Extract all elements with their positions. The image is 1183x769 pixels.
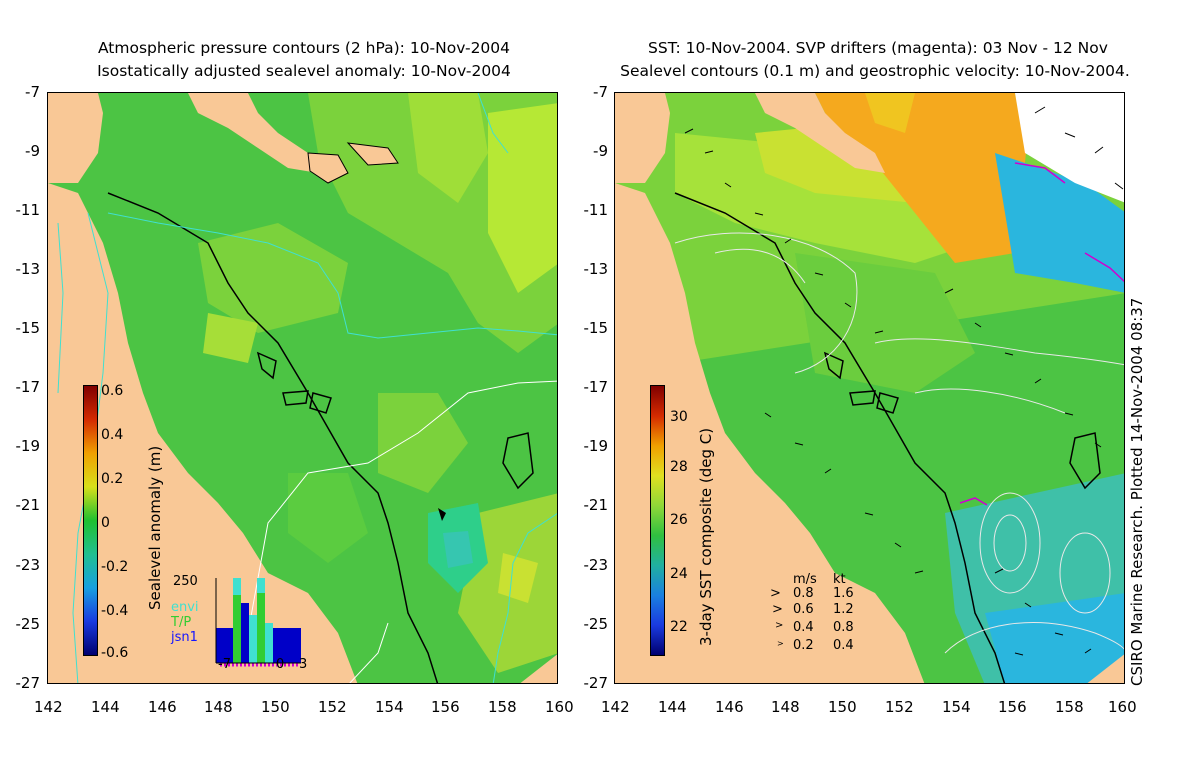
right-ytick: -19 bbox=[583, 437, 609, 455]
histogram-legend-envi: envi bbox=[171, 600, 199, 615]
right-xtick: 146 bbox=[715, 698, 744, 716]
left-ytick: -23 bbox=[15, 556, 41, 574]
velocity-row-0-kt: 1.6 bbox=[833, 586, 854, 601]
velocity-arrow-icon: > bbox=[777, 639, 784, 648]
left-xtick: 150 bbox=[261, 698, 290, 716]
right-xtick: 144 bbox=[658, 698, 687, 716]
credit-text: CSIRO Marine Research. Plotted 14-Nov-20… bbox=[1128, 297, 1146, 686]
left-title-line1: Atmospheric pressure contours (2 hPa): 1… bbox=[97, 39, 511, 57]
left-ytick: -11 bbox=[15, 201, 41, 219]
velocity-arrow-icon: > bbox=[772, 602, 783, 617]
sst-cb-tick-0: 30 bbox=[670, 409, 688, 425]
left-ytick: -19 bbox=[15, 437, 41, 455]
right-title-line2: Sealevel contours (0.1 m) and geostrophi… bbox=[620, 62, 1130, 80]
sst-cb-tick-3: 24 bbox=[670, 566, 688, 582]
altimeter-histogram bbox=[215, 578, 301, 667]
histogram-ymax: 250 bbox=[173, 574, 198, 589]
sealevel-colorbar-label: Sealevel anomaly (m) bbox=[146, 445, 164, 610]
histogram-legend-tp: T/P bbox=[171, 615, 192, 630]
right-ytick: -23 bbox=[583, 556, 609, 574]
right-ytick: -11 bbox=[583, 201, 609, 219]
sst-cb-tick-2: 26 bbox=[670, 512, 688, 528]
right-ytick: -13 bbox=[583, 260, 609, 278]
right-xtick: 158 bbox=[1055, 698, 1084, 716]
sl-cb-tick-3: 0 bbox=[101, 515, 110, 531]
right-ytick: -17 bbox=[583, 378, 609, 396]
sst-cb-tick-1: 28 bbox=[670, 459, 688, 475]
right-ytick: -15 bbox=[583, 319, 609, 337]
left-ytick: -15 bbox=[15, 319, 41, 337]
histogram-xlabel-0: -7 bbox=[218, 657, 231, 672]
sl-cb-tick-4: -0.2 bbox=[101, 559, 129, 575]
left-xtick: 154 bbox=[375, 698, 404, 716]
sealevel-colorbar bbox=[83, 385, 98, 656]
right-xtick: 142 bbox=[601, 698, 630, 716]
left-xtick: 156 bbox=[431, 698, 460, 716]
velocity-legend-header-ms: m/s bbox=[793, 572, 817, 587]
velocity-row-3-ms: 0.2 bbox=[793, 638, 814, 653]
histogram-xlabel-1: 0 bbox=[276, 657, 285, 672]
right-xtick: 154 bbox=[942, 698, 971, 716]
left-xtick: 146 bbox=[148, 698, 177, 716]
velocity-row-0-ms: 0.8 bbox=[793, 586, 814, 601]
left-xtick: 160 bbox=[545, 698, 574, 716]
right-xtick: 148 bbox=[771, 698, 800, 716]
left-ytick: -13 bbox=[15, 260, 41, 278]
right-xtick: 156 bbox=[998, 698, 1027, 716]
sst-colorbar bbox=[650, 385, 665, 656]
sst-map bbox=[615, 93, 1124, 683]
sl-cb-tick-0: 0.6 bbox=[101, 383, 124, 399]
left-ytick: -7 bbox=[25, 83, 40, 101]
histogram-xlabel-2: 3 bbox=[299, 657, 308, 672]
velocity-arrow-icon: > bbox=[775, 620, 784, 631]
left-title-line2: Isostatically adjusted sealevel anomaly:… bbox=[97, 62, 511, 80]
sl-cb-tick-5: -0.4 bbox=[101, 603, 129, 619]
left-ytick: -21 bbox=[15, 496, 41, 514]
right-map-panel bbox=[614, 92, 1125, 684]
right-ytick: -21 bbox=[583, 496, 609, 514]
sl-cb-tick-2: 0.2 bbox=[101, 471, 124, 487]
left-xtick: 148 bbox=[204, 698, 233, 716]
histogram-legend-jsn1: jsn1 bbox=[171, 630, 198, 645]
right-ytick: -25 bbox=[583, 615, 609, 633]
velocity-row-2-kt: 0.8 bbox=[833, 620, 854, 635]
velocity-arrow-icon: > bbox=[770, 586, 781, 601]
sst-colorbar-label: 3-day SST composite (deg C) bbox=[697, 427, 715, 646]
right-ytick: -27 bbox=[583, 674, 609, 692]
right-xtick: 160 bbox=[1108, 698, 1137, 716]
sl-cb-tick-1: 0.4 bbox=[101, 427, 124, 443]
velocity-row-3-kt: 0.4 bbox=[833, 638, 854, 653]
right-ytick: -9 bbox=[593, 142, 608, 160]
left-ytick: -17 bbox=[15, 378, 41, 396]
right-ytick: -7 bbox=[593, 83, 608, 101]
velocity-legend-header-kt: kt bbox=[833, 572, 846, 587]
sst-cb-tick-4: 22 bbox=[670, 619, 688, 635]
velocity-row-1-kt: 1.2 bbox=[833, 602, 854, 617]
sealevel-anomaly-map bbox=[48, 93, 557, 683]
right-title-line1: SST: 10-Nov-2004. SVP drifters (magenta)… bbox=[648, 39, 1108, 57]
right-xtick: 152 bbox=[885, 698, 914, 716]
left-xtick: 158 bbox=[488, 698, 517, 716]
velocity-row-2-ms: 0.4 bbox=[793, 620, 814, 635]
left-xtick: 142 bbox=[34, 698, 63, 716]
left-ytick: -9 bbox=[25, 142, 40, 160]
left-ytick: -27 bbox=[15, 674, 41, 692]
left-map-panel bbox=[47, 92, 558, 684]
sl-cb-tick-6: -0.6 bbox=[101, 645, 129, 661]
left-xtick: 144 bbox=[91, 698, 120, 716]
right-xtick: 150 bbox=[828, 698, 857, 716]
left-xtick: 152 bbox=[318, 698, 347, 716]
left-ytick: -25 bbox=[15, 615, 41, 633]
velocity-row-1-ms: 0.6 bbox=[793, 602, 814, 617]
